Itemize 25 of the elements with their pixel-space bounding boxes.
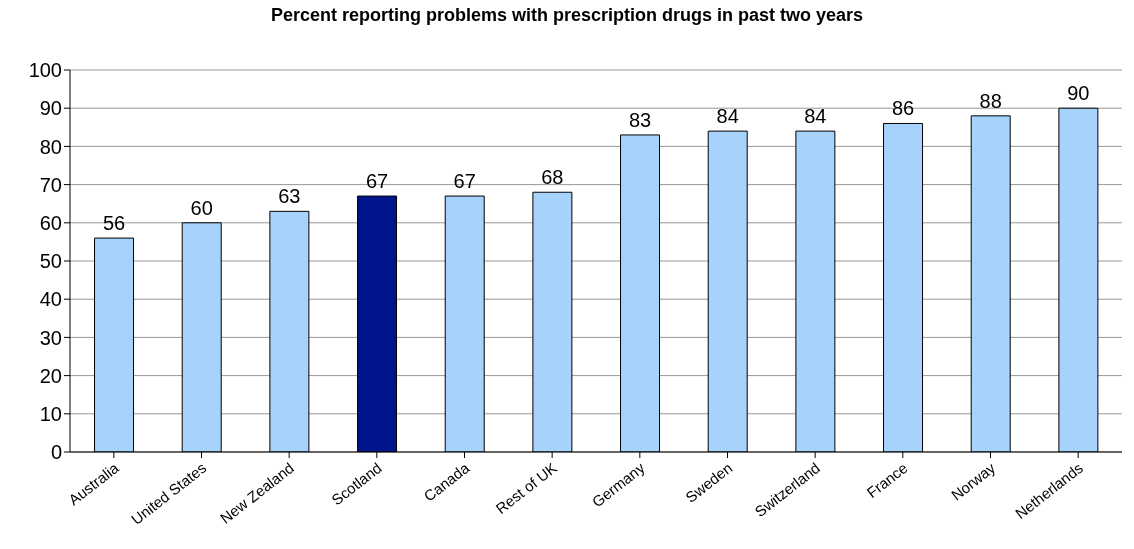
y-tick-label: 90 [39, 97, 62, 120]
data-label: 67 [365, 170, 389, 193]
data-label: 88 [979, 89, 1002, 112]
chart-title: Percent reporting problems with prescription drugs in past two years [269, 4, 865, 27]
x-tick-label: Rest of UK [492, 458, 561, 518]
data-label: 83 [628, 108, 652, 131]
y-tick-label: 50 [39, 250, 62, 273]
y-tick-label: 20 [39, 364, 62, 387]
y-tick-label: 70 [39, 173, 62, 196]
data-label: 60 [190, 196, 213, 219]
data-label: 63 [278, 185, 301, 208]
data-label: 86 [891, 97, 915, 120]
data-label: 90 [1067, 82, 1090, 105]
y-tick-label: 40 [39, 288, 62, 311]
y-tick-label: 60 [39, 211, 62, 234]
data-label: 68 [541, 166, 564, 189]
data-label: 84 [716, 105, 739, 128]
data-label: 56 [102, 212, 126, 235]
y-tick-label: 100 [28, 59, 62, 82]
y-tick-label: 10 [39, 402, 62, 425]
data-label: 84 [804, 105, 827, 128]
y-tick-label: 0 [50, 441, 62, 464]
data-label: 67 [453, 170, 476, 193]
y-tick-label: 30 [39, 326, 62, 349]
y-tick-label: 80 [39, 135, 62, 158]
